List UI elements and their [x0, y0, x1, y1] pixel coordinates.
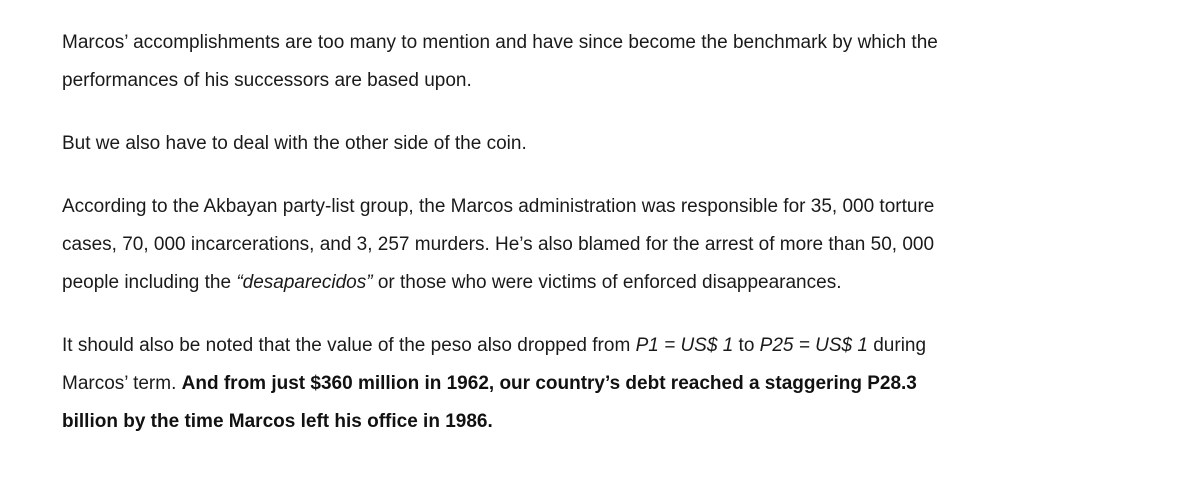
paragraph-text: during	[867, 335, 927, 356]
paragraph-akbayan: According to the Akbayan party-list grou…	[62, 188, 1062, 302]
paragraph-text: to	[733, 335, 760, 356]
article-body: Marcos’ accomplishments are too many to …	[62, 24, 1062, 466]
paragraph-text: performances of his successors are based…	[62, 70, 472, 91]
paragraph-peso-debt: It should also be noted that the value o…	[62, 327, 1062, 441]
paragraph-text: people including the	[62, 272, 237, 293]
exchange-rate-after: P25 = US$ 1	[759, 335, 868, 356]
paragraph-text: or those who were victims of enforced di…	[372, 272, 842, 293]
paragraph-text: It should also be noted that the value o…	[62, 335, 636, 356]
paragraph-text: But we also have to deal with the other …	[62, 133, 527, 154]
debt-highlight: And from just $360 million in 1962, our …	[181, 373, 917, 394]
exchange-rate-before: P1 = US$ 1	[635, 335, 734, 356]
paragraph-text: Marcos’ term.	[62, 373, 182, 394]
desaparecidos-emphasis: “desaparecidos”	[236, 272, 373, 293]
paragraph-other-side: But we also have to deal with the other …	[62, 125, 1062, 163]
paragraph-text: cases, 70, 000 incarcerations, and 3, 25…	[62, 234, 935, 255]
debt-highlight: billion by the time Marcos left his offi…	[62, 411, 493, 432]
paragraph-accomplishments: Marcos’ accomplishments are too many to …	[62, 24, 1062, 100]
paragraph-text: Marcos’ accomplishments are too many to …	[62, 32, 938, 53]
paragraph-text: According to the Akbayan party-list grou…	[62, 196, 935, 217]
